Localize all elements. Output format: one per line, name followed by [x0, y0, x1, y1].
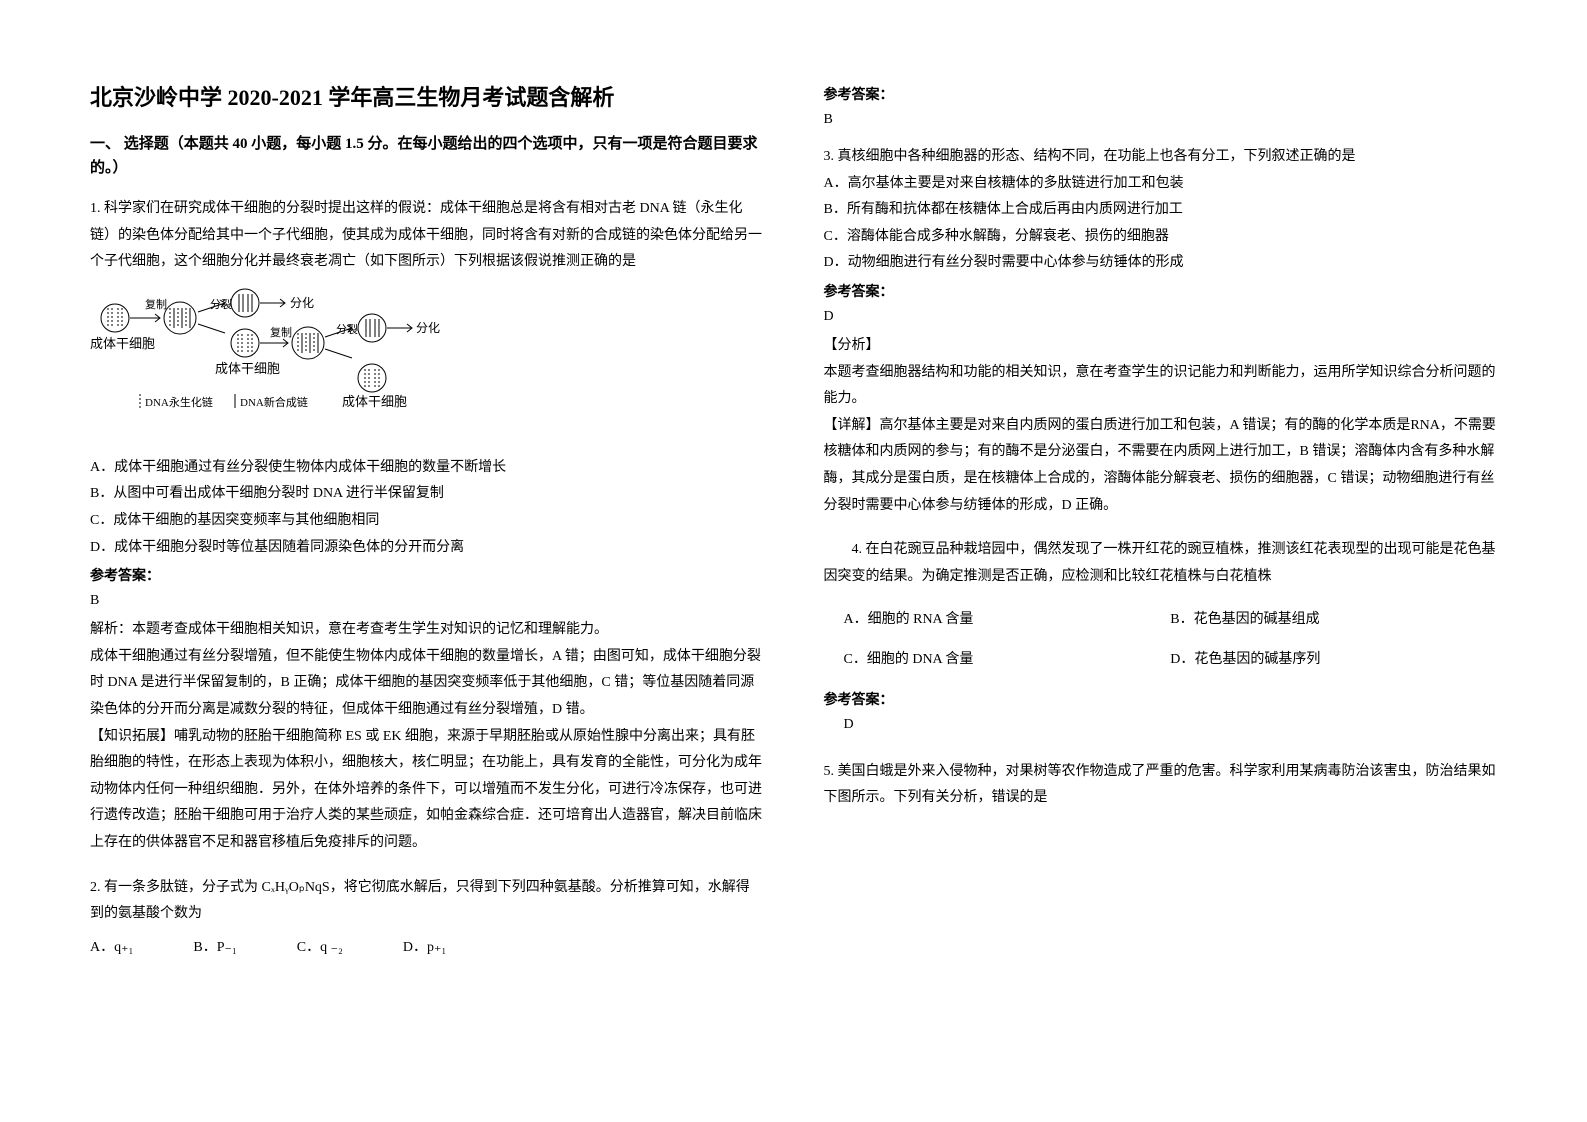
q3-answer-label: 参考答案：: [824, 281, 1498, 301]
q1-diagram: 复制 分裂 分化: [90, 288, 450, 438]
q1-optC: C．成体干细胞的基因突变频率与其他细胞相同: [90, 508, 764, 535]
q1-analysis-1: 成体干细胞通过有丝分裂增殖，但不能使生物体内成体干细胞的数量增长，A 错；由图可…: [90, 644, 764, 724]
q2-optC: C．q ₋₂: [297, 936, 343, 956]
diagram-diff-label-1: 分化: [290, 296, 314, 310]
q1-optA: A．成体干细胞通过有丝分裂使生物体内成体干细胞的数量不断增长: [90, 455, 764, 482]
q2-answer-label: 参考答案：: [824, 84, 1498, 104]
diagram-stem-label-1: 成体干细胞: [90, 336, 155, 351]
page-title: 北京沙岭中学 2020-2021 学年高三生物月考试题含解析: [90, 80, 764, 112]
q4-optA: A．细胞的 RNA 含量: [844, 600, 1171, 639]
diagram-stem-label-2: 成体干细胞: [215, 361, 280, 376]
q2-optB: B．P₋₁: [193, 936, 236, 956]
q5-text: 5. 美国白蛾是外来入侵物种，对果树等农作物造成了严重的危害。科学家利用某病毒防…: [824, 759, 1498, 812]
question-1: 1. 科学家们在研究成体干细胞的分裂时提出这样的假说：成体干细胞总是将含有相对古…: [90, 196, 764, 857]
diagram-legend-new: DNA新合成链: [240, 395, 308, 409]
q3-answer: D: [824, 309, 1498, 325]
diagram-legend-perm: DNA永生化链: [145, 395, 213, 409]
q4-optB: B．花色基因的碱基组成: [1170, 600, 1497, 639]
q4-options: A．细胞的 RNA 含量 B．花色基因的碱基组成 C．细胞的 DNA 含量 D．…: [844, 600, 1498, 678]
q1-text: 1. 科学家们在研究成体干细胞的分裂时提出这样的假说：成体干细胞总是将含有相对古…: [90, 196, 764, 276]
q4-optC: C．细胞的 DNA 含量: [844, 640, 1171, 679]
q2-answer: B: [824, 112, 1498, 128]
q2-options: A．q₊₁ B．P₋₁ C．q ₋₂ D．p₊₁: [90, 936, 764, 956]
diagram-diff-label-2: 分化: [416, 321, 440, 335]
question-2: 2. 有一条多肽链，分子式为 CₓHᵧOₚNqS，将它彻底水解后，只得到下列四种…: [90, 875, 764, 956]
question-4: 4. 在白花豌豆品种栽培园中，偶然发现了一株开红花的豌豆植株，推测该红花表现型的…: [824, 537, 1498, 741]
q1-optD: D．成体干细胞分裂时等位基因随着同源染色体的分开而分离: [90, 535, 764, 562]
q3-optA: A．高尔基体主要是对来自核糖体的多肽链进行加工和包装: [824, 171, 1498, 198]
q3-optD: D．动物细胞进行有丝分裂时需要中心体参与纺锤体的形成: [824, 250, 1498, 277]
q4-answer-label: 参考答案：: [824, 689, 1498, 709]
question-3: 3. 真核细胞中各种细胞器的形态、结构不同，在功能上也各有分工，下列叙述正确的是…: [824, 144, 1498, 519]
q2-text: 2. 有一条多肽链，分子式为 CₓHᵧOₚNqS，将它彻底水解后，只得到下列四种…: [90, 875, 764, 928]
right-column: 参考答案： B 3. 真核细胞中各种细胞器的形态、结构不同，在功能上也各有分工，…: [824, 80, 1498, 1042]
q3-analysis-label: 【分析】: [824, 333, 1498, 360]
q1-optB: B．从图中可看出成体干细胞分裂时 DNA 进行半保留复制: [90, 481, 764, 508]
q3-analysis-1: 本题考查细胞器结构和功能的相关知识，意在考查学生的识记能力和判断能力，运用所学知…: [824, 360, 1498, 413]
section-heading: 一、 选择题（本题共 40 小题，每小题 1.5 分。在每小题给出的四个选项中，…: [90, 132, 764, 180]
q1-answer-label: 参考答案：: [90, 565, 764, 585]
q2-optD: D．p₊₁: [403, 936, 446, 956]
q3-analysis-2: 【详解】高尔基体主要是对来自内质网的蛋白质进行加工和包装，A 错误；有的酶的化学…: [824, 413, 1498, 519]
diagram-copy-label: 复制: [145, 297, 167, 311]
q1-analysis-2: 【知识拓展】哺乳动物的胚胎干细胞简称 ES 或 EK 细胞，来源于早期胚胎或从原…: [90, 724, 764, 857]
question-5: 5. 美国白蛾是外来入侵物种，对果树等农作物造成了严重的危害。科学家利用某病毒防…: [824, 759, 1498, 812]
left-column: 北京沙岭中学 2020-2021 学年高三生物月考试题含解析 一、 选择题（本题…: [90, 80, 764, 1042]
q3-optC: C．溶酶体能合成多种水解酶，分解衰老、损伤的细胞器: [824, 224, 1498, 251]
q1-answer: B: [90, 593, 764, 609]
q4-optD: D．花色基因的碱基序列: [1170, 640, 1497, 679]
q3-optB: B．所有酶和抗体都在核糖体上合成后再由内质网进行加工: [824, 197, 1498, 224]
diagram-stem-label-3: 成体干细胞: [342, 394, 407, 409]
q1-analysis-label: 解析：本题考查成体干细胞相关知识，意在考查考生学生对知识的记忆和理解能力。: [90, 617, 764, 644]
q4-text: 4. 在白花豌豆品种栽培园中，偶然发现了一株开红花的豌豆植株，推测该红花表现型的…: [824, 537, 1498, 590]
q3-text: 3. 真核细胞中各种细胞器的形态、结构不同，在功能上也各有分工，下列叙述正确的是: [824, 144, 1498, 171]
q4-answer: D: [844, 717, 1498, 733]
q2-optA: A．q₊₁: [90, 936, 133, 956]
diagram-copy-label-2: 复制: [270, 325, 292, 339]
